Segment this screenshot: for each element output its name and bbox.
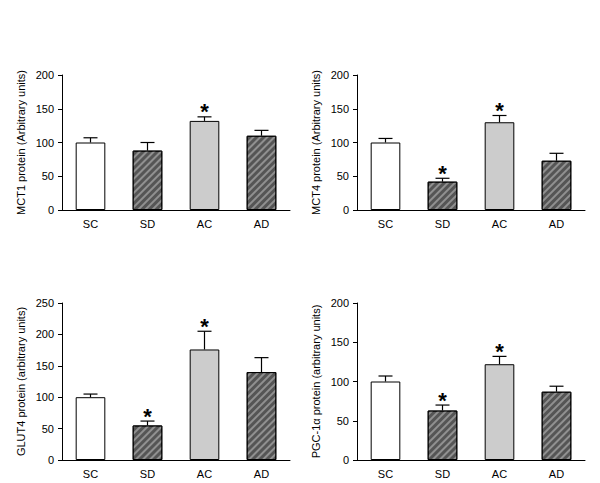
- svg-text:50: 50: [337, 170, 349, 182]
- svg-text:0: 0: [343, 454, 349, 466]
- svg-text:*: *: [200, 99, 209, 124]
- svg-text:150: 150: [331, 103, 349, 115]
- svg-text:100: 100: [36, 137, 54, 149]
- svg-text:AC: AC: [197, 468, 212, 480]
- svg-text:SD: SD: [140, 468, 155, 480]
- svg-text:150: 150: [36, 103, 54, 115]
- svg-text:200: 200: [36, 69, 54, 81]
- svg-text:MCT1 protein (Arbitrary units): MCT1 protein (Arbitrary units): [15, 70, 27, 215]
- svg-text:SD: SD: [140, 218, 155, 230]
- svg-text:*: *: [495, 339, 504, 364]
- svg-text:200: 200: [331, 69, 349, 81]
- svg-text:250: 250: [36, 297, 54, 309]
- svg-text:AD: AD: [549, 468, 564, 480]
- svg-text:200: 200: [331, 297, 349, 309]
- svg-text:*: *: [143, 404, 152, 429]
- svg-text:SD: SD: [435, 468, 450, 480]
- svg-text:AC: AC: [197, 218, 212, 230]
- svg-text:150: 150: [331, 336, 349, 348]
- svg-text:*: *: [200, 314, 209, 339]
- svg-text:AC: AC: [492, 468, 507, 480]
- svg-text:SC: SC: [83, 468, 98, 480]
- svg-text:MCT4 protein (Arbitrary units): MCT4 protein (Arbitrary units): [310, 70, 322, 215]
- svg-text:SD: SD: [435, 218, 450, 230]
- svg-text:50: 50: [337, 415, 349, 427]
- svg-text:AD: AD: [254, 468, 269, 480]
- svg-text:150: 150: [36, 360, 54, 372]
- svg-text:100: 100: [331, 137, 349, 149]
- svg-text:PGC-1α protein (arbitrary unit: PGC-1α protein (arbitrary units): [310, 305, 322, 459]
- svg-text:0: 0: [48, 204, 54, 216]
- svg-text:GLUT4 protein (arbitrary units: GLUT4 protein (arbitrary units): [15, 307, 27, 456]
- svg-text:SC: SC: [83, 218, 98, 230]
- svg-text:*: *: [438, 388, 447, 413]
- svg-text:SC: SC: [378, 468, 393, 480]
- svg-text:AD: AD: [254, 218, 269, 230]
- svg-text:AD: AD: [549, 218, 564, 230]
- svg-text:100: 100: [36, 391, 54, 403]
- svg-text:50: 50: [42, 170, 54, 182]
- svg-text:SC: SC: [378, 218, 393, 230]
- svg-text:0: 0: [48, 454, 54, 466]
- svg-text:*: *: [495, 98, 504, 123]
- svg-text:50: 50: [42, 423, 54, 435]
- svg-text:*: *: [438, 161, 447, 186]
- svg-text:0: 0: [343, 204, 349, 216]
- svg-text:100: 100: [331, 376, 349, 388]
- svg-text:200: 200: [36, 328, 54, 340]
- svg-text:AC: AC: [492, 218, 507, 230]
